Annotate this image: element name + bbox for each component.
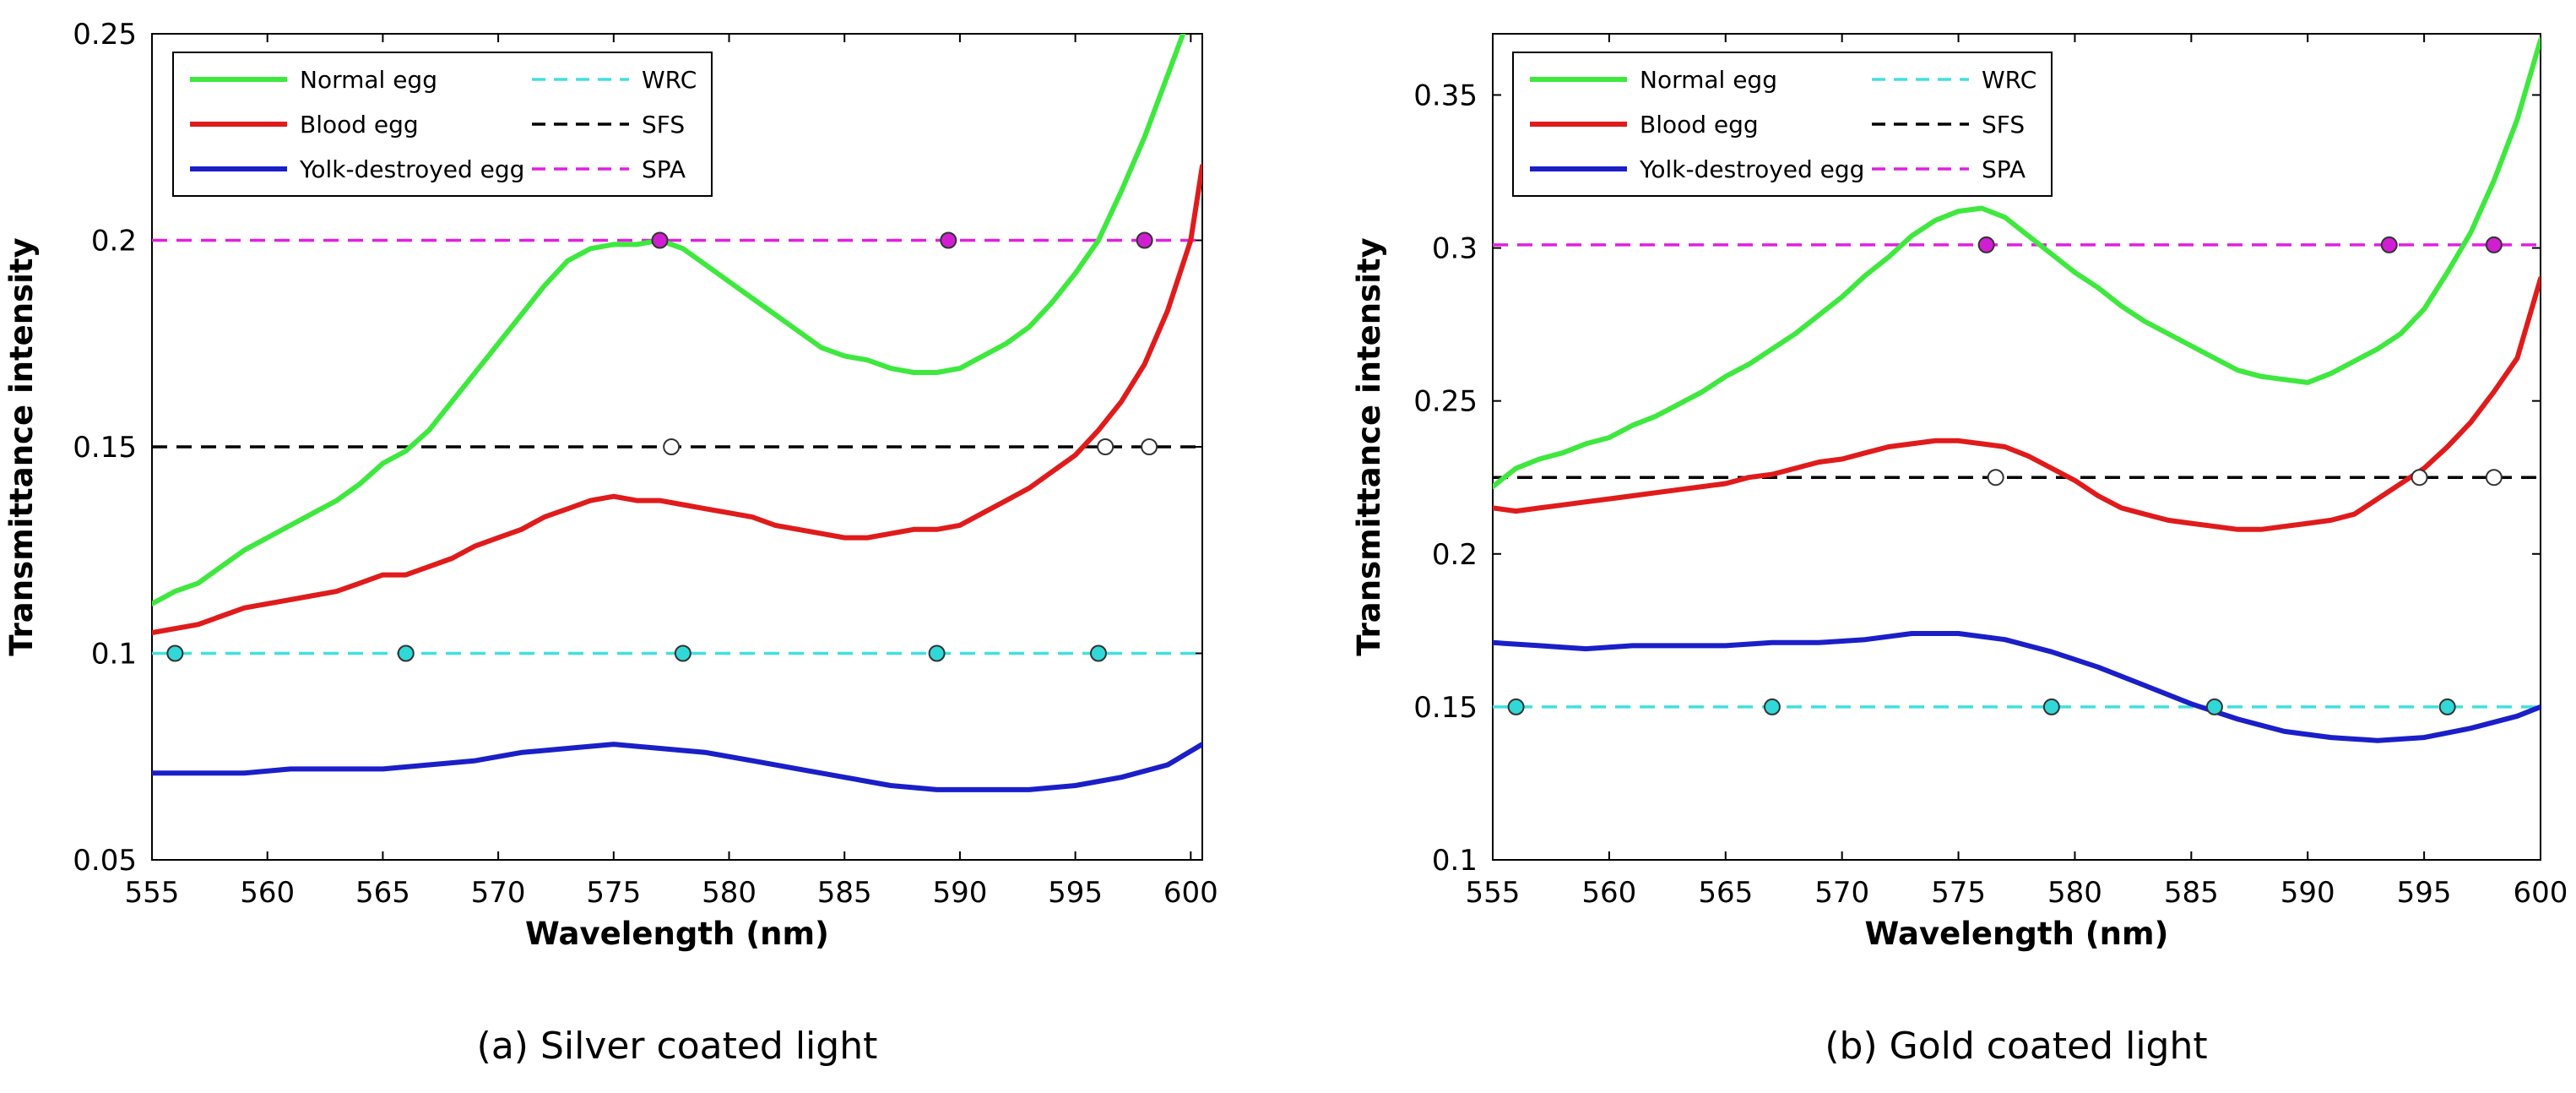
spa-marker xyxy=(651,231,669,249)
x-tick-label: 575 xyxy=(1931,876,1986,910)
sfs-marker xyxy=(1141,438,1158,455)
wrc-marker xyxy=(674,644,691,662)
x-tick-label: 565 xyxy=(1698,876,1753,910)
series-line-normal xyxy=(1493,37,2541,490)
wrc-marker xyxy=(166,644,184,662)
x-tick-label: 565 xyxy=(355,876,410,910)
x-tick-label: 600 xyxy=(1163,876,1218,910)
sfs-marker xyxy=(2485,469,2503,487)
y-axis-label: Transmittance intensity xyxy=(1351,237,1387,655)
sfs-marker xyxy=(1987,469,2004,487)
x-tick-label: 555 xyxy=(125,876,180,910)
y-tick-label: 0.15 xyxy=(1413,691,1478,725)
x-tick-label: 580 xyxy=(702,876,757,910)
legend-label-yolk: Yolk-destroyed egg xyxy=(1639,155,1864,183)
legend-label-wrc: WRC xyxy=(642,66,697,94)
legend-label-sfs: SFS xyxy=(1982,111,2025,139)
x-tick-label: 560 xyxy=(240,876,295,910)
x-tick-label: 580 xyxy=(2047,876,2102,910)
y-axis-label: Transmittance intensity xyxy=(3,237,40,655)
spa-marker xyxy=(940,231,957,249)
legend-label-spa: SPA xyxy=(642,155,686,183)
series-line-normal xyxy=(152,34,1186,606)
x-tick-label: 570 xyxy=(471,876,526,910)
wrc-marker xyxy=(2438,698,2456,715)
x-tick-label: 585 xyxy=(2164,876,2219,910)
x-tick-label: 590 xyxy=(2280,876,2335,910)
series-line-yolk xyxy=(1493,631,2541,743)
legend-label-blood: Blood egg xyxy=(300,111,419,139)
legend-label-wrc: WRC xyxy=(1982,66,2036,94)
x-tick-label: 590 xyxy=(932,876,987,910)
series-line-blood xyxy=(152,163,1202,635)
legend-label-sfs: SFS xyxy=(642,111,685,139)
x-axis-label: Wavelength (nm) xyxy=(525,916,829,952)
x-tick-label: 595 xyxy=(2397,876,2452,910)
legend-label-yolk: Yolk-destroyed egg xyxy=(299,155,524,183)
x-tick-label: 570 xyxy=(1814,876,1869,910)
legend-label-normal: Normal egg xyxy=(300,66,437,94)
wrc-marker xyxy=(1763,698,1781,715)
wrc-marker xyxy=(928,644,946,662)
chart-a-silver: 555 560 565 570 575 580 585 590 595 600 0.05 0.1 0.1… xyxy=(3,18,1218,1068)
spa-marker xyxy=(2380,236,2398,253)
x-tick-label: 595 xyxy=(1048,876,1103,910)
series-line-yolk xyxy=(152,742,1202,792)
legend-label-spa: SPA xyxy=(1982,155,2026,183)
x-tick-label: 560 xyxy=(1581,876,1636,910)
chart-b-gold: 555 560 565 570 575 580 585 590 595 600 0.1 0.15 0.2… xyxy=(1351,33,2568,1068)
y-tick-label: 0.3 xyxy=(1432,232,1478,266)
series-line-blood xyxy=(1493,275,2541,532)
legend-label-normal: Normal egg xyxy=(1640,66,1777,94)
wrc-marker xyxy=(397,644,415,662)
plot-frame xyxy=(1492,33,2541,861)
plot-area xyxy=(1493,37,2541,743)
sfs-marker xyxy=(1097,438,1114,455)
y-tick-label: 0.1 xyxy=(91,638,137,672)
y-tick-label: 0.25 xyxy=(73,18,137,52)
y-tick-label: 0.35 xyxy=(1413,79,1478,112)
sfs-marker xyxy=(663,438,681,455)
x-tick-label: 600 xyxy=(2514,876,2568,910)
figure-caption: (a) Silver coated light xyxy=(477,1025,878,1068)
sfs-marker xyxy=(2411,469,2428,487)
spa-marker xyxy=(1977,236,1995,253)
y-tick-label: 0.25 xyxy=(1413,385,1478,419)
spa-marker xyxy=(1136,231,1153,249)
wrc-marker xyxy=(1507,698,1525,715)
spa-marker xyxy=(2485,236,2503,253)
x-tick-label: 585 xyxy=(817,876,872,910)
wrc-marker xyxy=(1089,644,1107,662)
legend-label-blood: Blood egg xyxy=(1640,111,1759,139)
y-tick-label: 0.15 xyxy=(73,431,137,465)
y-tick-label: 0.2 xyxy=(1432,538,1478,572)
x-axis-label: Wavelength (nm) xyxy=(1865,916,2169,952)
x-tick-label: 575 xyxy=(586,876,641,910)
y-tick-label: 0.2 xyxy=(91,225,137,258)
wrc-marker xyxy=(2042,698,2060,715)
x-tick-label: 555 xyxy=(1466,876,1521,910)
y-tick-label: 0.05 xyxy=(73,844,137,878)
y-tick-label: 0.1 xyxy=(1432,844,1478,878)
figure-caption: (b) Gold coated light xyxy=(1825,1025,2207,1068)
wrc-marker xyxy=(2205,698,2223,715)
